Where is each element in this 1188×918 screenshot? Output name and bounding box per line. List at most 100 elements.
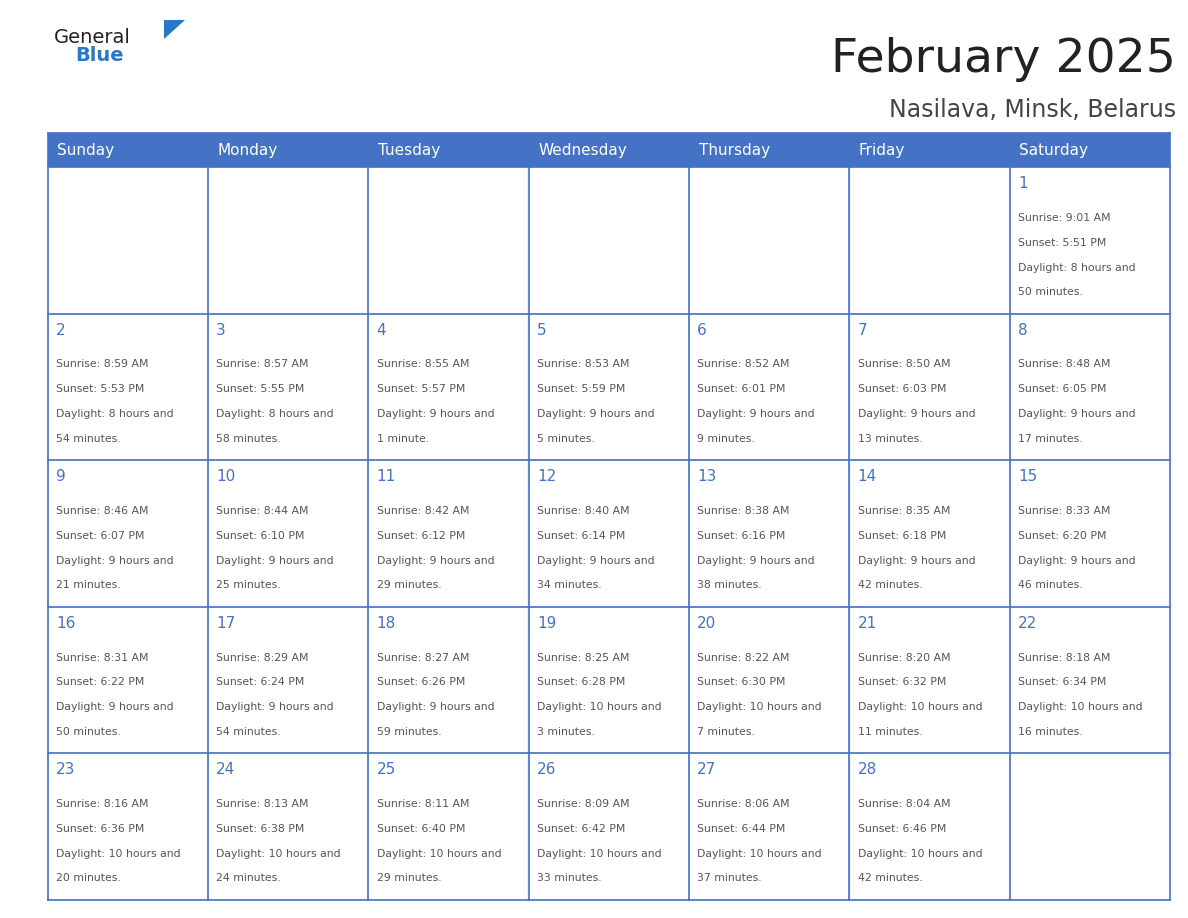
- Text: Sunrise: 8:55 AM: Sunrise: 8:55 AM: [377, 360, 469, 369]
- Text: Sunset: 5:59 PM: Sunset: 5:59 PM: [537, 385, 625, 394]
- Text: Daylight: 9 hours and: Daylight: 9 hours and: [377, 702, 494, 712]
- Text: 1: 1: [1018, 176, 1028, 191]
- Text: Sunrise: 8:35 AM: Sunrise: 8:35 AM: [858, 506, 950, 516]
- Text: Sunrise: 8:20 AM: Sunrise: 8:20 AM: [858, 653, 950, 663]
- Bar: [690, 754, 848, 899]
- Text: 11 minutes.: 11 minutes.: [858, 727, 922, 737]
- Text: Blue: Blue: [75, 46, 124, 65]
- Text: 16 minutes.: 16 minutes.: [1018, 727, 1082, 737]
- Bar: [369, 608, 527, 752]
- Polygon shape: [164, 20, 185, 39]
- Text: Sunrise: 8:40 AM: Sunrise: 8:40 AM: [537, 506, 630, 516]
- Text: Sunset: 6:36 PM: Sunset: 6:36 PM: [56, 823, 144, 834]
- Text: 3: 3: [216, 323, 226, 338]
- Text: Sunrise: 8:31 AM: Sunrise: 8:31 AM: [56, 653, 148, 663]
- Text: Sunrise: 8:48 AM: Sunrise: 8:48 AM: [1018, 360, 1111, 369]
- Bar: [690, 608, 848, 752]
- Text: Sunset: 6:24 PM: Sunset: 6:24 PM: [216, 677, 304, 688]
- Text: Sunset: 6:03 PM: Sunset: 6:03 PM: [858, 385, 946, 394]
- Text: Sunrise: 8:18 AM: Sunrise: 8:18 AM: [1018, 653, 1111, 663]
- Text: 18: 18: [377, 616, 396, 631]
- Text: Daylight: 9 hours and: Daylight: 9 hours and: [858, 409, 975, 419]
- Text: Sunset: 6:07 PM: Sunset: 6:07 PM: [56, 531, 144, 541]
- Bar: [49, 315, 207, 459]
- Text: Daylight: 9 hours and: Daylight: 9 hours and: [216, 702, 334, 712]
- Text: 37 minutes.: 37 minutes.: [697, 873, 762, 883]
- Text: 17 minutes.: 17 minutes.: [1018, 434, 1082, 443]
- Text: Daylight: 9 hours and: Daylight: 9 hours and: [697, 409, 815, 419]
- Text: Wednesday: Wednesday: [538, 142, 627, 158]
- Text: Sunrise: 8:52 AM: Sunrise: 8:52 AM: [697, 360, 790, 369]
- Text: Sunrise: 8:53 AM: Sunrise: 8:53 AM: [537, 360, 630, 369]
- Text: Sunset: 6:40 PM: Sunset: 6:40 PM: [377, 823, 465, 834]
- Text: Sunrise: 8:59 AM: Sunrise: 8:59 AM: [56, 360, 148, 369]
- Bar: [851, 754, 1009, 899]
- Text: 5 minutes.: 5 minutes.: [537, 434, 595, 443]
- Text: Daylight: 9 hours and: Daylight: 9 hours and: [537, 409, 655, 419]
- Text: Sunrise: 8:27 AM: Sunrise: 8:27 AM: [377, 653, 469, 663]
- Text: 1 minute.: 1 minute.: [377, 434, 429, 443]
- Bar: [851, 461, 1009, 606]
- Text: 33 minutes.: 33 minutes.: [537, 873, 601, 883]
- Bar: [851, 168, 1009, 313]
- Text: Daylight: 10 hours and: Daylight: 10 hours and: [858, 848, 982, 858]
- Bar: [369, 315, 527, 459]
- Text: 59 minutes.: 59 minutes.: [377, 727, 441, 737]
- Text: Daylight: 9 hours and: Daylight: 9 hours and: [858, 555, 975, 565]
- Text: 12: 12: [537, 469, 556, 485]
- Text: Daylight: 8 hours and: Daylight: 8 hours and: [216, 409, 334, 419]
- Text: Sunset: 5:51 PM: Sunset: 5:51 PM: [1018, 238, 1106, 248]
- Text: Sunset: 6:34 PM: Sunset: 6:34 PM: [1018, 677, 1106, 688]
- Text: 26: 26: [537, 762, 556, 778]
- Text: Daylight: 9 hours and: Daylight: 9 hours and: [537, 555, 655, 565]
- Text: 3 minutes.: 3 minutes.: [537, 727, 595, 737]
- Text: Sunrise: 8:57 AM: Sunrise: 8:57 AM: [216, 360, 309, 369]
- Bar: [209, 754, 367, 899]
- Text: Sunset: 6:12 PM: Sunset: 6:12 PM: [377, 531, 465, 541]
- Text: Daylight: 8 hours and: Daylight: 8 hours and: [56, 409, 173, 419]
- Bar: [1011, 315, 1169, 459]
- Text: 10: 10: [216, 469, 235, 485]
- Text: Sunset: 6:10 PM: Sunset: 6:10 PM: [216, 531, 304, 541]
- Text: Sunset: 6:42 PM: Sunset: 6:42 PM: [537, 823, 625, 834]
- Text: 17: 17: [216, 616, 235, 631]
- Text: Tuesday: Tuesday: [378, 142, 440, 158]
- Text: 24 minutes.: 24 minutes.: [216, 873, 280, 883]
- Bar: [49, 461, 207, 606]
- Text: 46 minutes.: 46 minutes.: [1018, 580, 1082, 590]
- Text: Saturday: Saturday: [1019, 142, 1088, 158]
- Text: 19: 19: [537, 616, 556, 631]
- Text: Daylight: 9 hours and: Daylight: 9 hours and: [1018, 555, 1136, 565]
- Text: 54 minutes.: 54 minutes.: [56, 434, 120, 443]
- Text: Sunrise: 8:44 AM: Sunrise: 8:44 AM: [216, 506, 309, 516]
- Bar: [369, 461, 527, 606]
- Bar: [209, 315, 367, 459]
- Text: 25: 25: [377, 762, 396, 778]
- Text: 2: 2: [56, 323, 65, 338]
- Text: 23: 23: [56, 762, 75, 778]
- Text: Daylight: 10 hours and: Daylight: 10 hours and: [697, 702, 822, 712]
- Bar: [530, 754, 688, 899]
- Text: 25 minutes.: 25 minutes.: [216, 580, 280, 590]
- Bar: [209, 461, 367, 606]
- Text: 42 minutes.: 42 minutes.: [858, 580, 922, 590]
- Text: Sunrise: 9:01 AM: Sunrise: 9:01 AM: [1018, 213, 1111, 223]
- Text: Sunset: 6:28 PM: Sunset: 6:28 PM: [537, 677, 625, 688]
- Bar: [1011, 168, 1169, 313]
- Bar: [209, 608, 367, 752]
- Text: 9: 9: [56, 469, 65, 485]
- Text: Nasilava, Minsk, Belarus: Nasilava, Minsk, Belarus: [889, 98, 1176, 122]
- Text: Sunrise: 8:22 AM: Sunrise: 8:22 AM: [697, 653, 790, 663]
- Text: 22: 22: [1018, 616, 1037, 631]
- Text: Sunrise: 8:11 AM: Sunrise: 8:11 AM: [377, 799, 469, 809]
- Text: Sunset: 6:38 PM: Sunset: 6:38 PM: [216, 823, 304, 834]
- Text: Daylight: 9 hours and: Daylight: 9 hours and: [56, 702, 173, 712]
- Text: 54 minutes.: 54 minutes.: [216, 727, 280, 737]
- Text: Daylight: 10 hours and: Daylight: 10 hours and: [537, 848, 662, 858]
- Text: Daylight: 10 hours and: Daylight: 10 hours and: [697, 848, 822, 858]
- Text: Daylight: 9 hours and: Daylight: 9 hours and: [1018, 409, 1136, 419]
- Text: Daylight: 9 hours and: Daylight: 9 hours and: [216, 555, 334, 565]
- Text: Daylight: 10 hours and: Daylight: 10 hours and: [1018, 702, 1143, 712]
- Text: 20: 20: [697, 616, 716, 631]
- Bar: [690, 168, 848, 313]
